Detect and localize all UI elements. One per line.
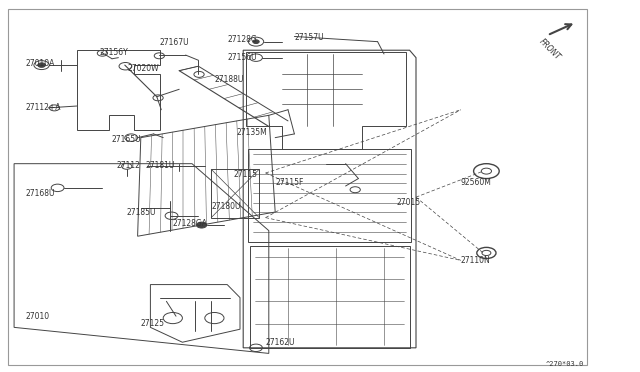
Text: 27115: 27115 <box>234 170 258 179</box>
Text: 27010A: 27010A <box>26 59 55 68</box>
Bar <box>211 169 259 218</box>
Text: 27010: 27010 <box>26 312 50 321</box>
Text: 27165U: 27165U <box>112 135 141 144</box>
Text: 27156Y: 27156Y <box>99 48 128 57</box>
Text: 27135M: 27135M <box>237 128 268 137</box>
Circle shape <box>196 222 207 228</box>
Text: 27020W: 27020W <box>128 64 159 73</box>
Text: ^270*03.0: ^270*03.0 <box>545 361 584 367</box>
Text: 27015: 27015 <box>397 198 421 207</box>
Text: 27157U: 27157U <box>294 33 324 42</box>
Text: 27128GA: 27128GA <box>173 219 208 228</box>
Circle shape <box>253 40 259 44</box>
Text: 27185U: 27185U <box>127 208 156 217</box>
Text: 27112+A: 27112+A <box>26 103 61 112</box>
Text: FRONT: FRONT <box>538 37 563 62</box>
Text: 27110N: 27110N <box>461 256 490 265</box>
Text: 27125: 27125 <box>141 319 165 328</box>
Text: 27115F: 27115F <box>275 178 303 187</box>
Text: 27168U: 27168U <box>26 189 55 198</box>
Text: 27188U: 27188U <box>214 76 244 84</box>
Text: 27162U: 27162U <box>266 338 295 347</box>
Text: 27181U: 27181U <box>146 161 175 170</box>
Circle shape <box>38 63 45 67</box>
Text: 27112: 27112 <box>116 161 140 170</box>
Text: 27180U: 27180U <box>211 202 241 211</box>
Text: 92560M: 92560M <box>461 178 492 187</box>
Text: 27156U: 27156U <box>227 53 257 62</box>
Text: 27167U: 27167U <box>160 38 189 47</box>
Text: 27128G: 27128G <box>227 35 257 44</box>
